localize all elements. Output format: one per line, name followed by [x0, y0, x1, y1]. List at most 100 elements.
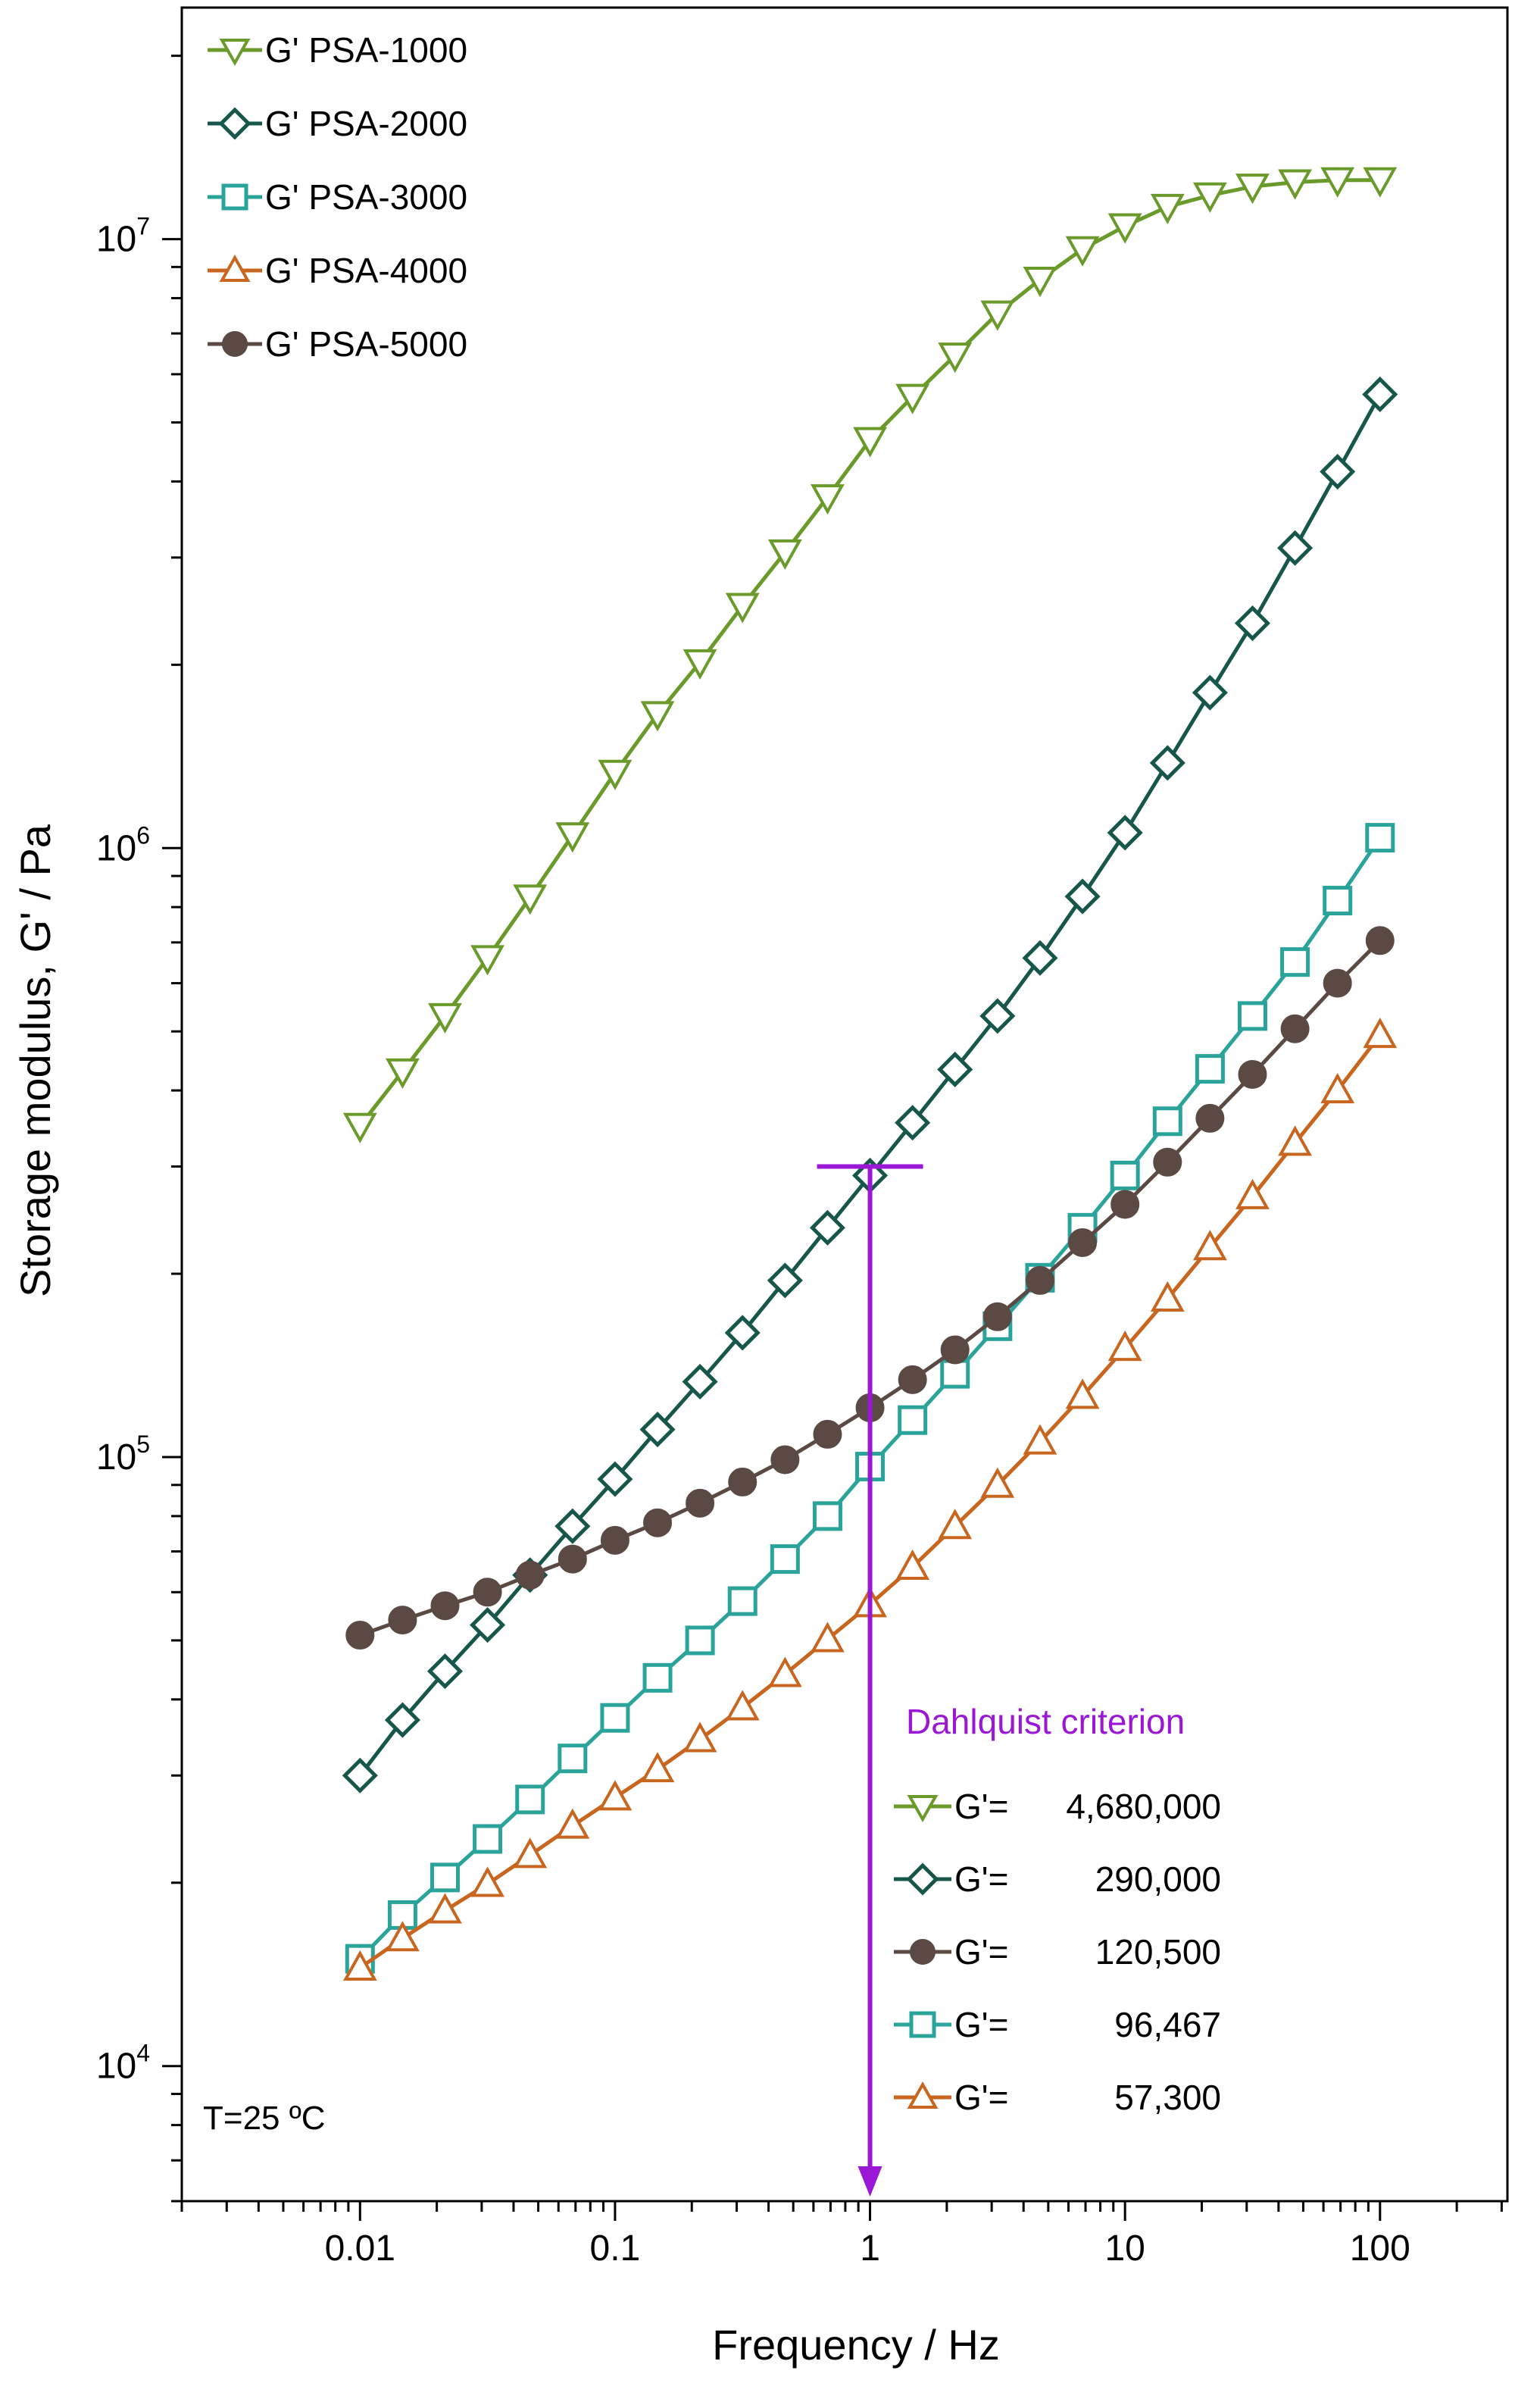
- data-point: [1107, 815, 1143, 851]
- data-point: [600, 1703, 630, 1733]
- data-point: [898, 1405, 928, 1435]
- axes-layer: 0.01 0.1 1 10 100 104 105 106 107: [96, 6, 1509, 2269]
- data-point: [1235, 174, 1270, 205]
- legend-label: G' PSA-3000: [265, 177, 467, 217]
- data-point: [1362, 376, 1398, 412]
- data-point: [342, 1950, 377, 1981]
- data-point: [1192, 182, 1227, 213]
- entry-label: G'=: [954, 1932, 1008, 1972]
- data-point: [386, 1921, 420, 1952]
- data-point: [895, 1549, 930, 1581]
- data-point: [515, 1560, 545, 1590]
- dahlquist-entry: G'= 96,467: [894, 2005, 1221, 2044]
- data-point: [727, 1586, 758, 1616]
- data-point: [384, 1702, 420, 1738]
- data-point: [683, 649, 717, 680]
- entry-label: G'=: [954, 2078, 1008, 2117]
- entry-value: 120,500: [1095, 1932, 1221, 1972]
- data-point: [725, 1690, 760, 1721]
- data-point: [342, 1112, 377, 1143]
- legend: G' PSA-1000 G' PSA-2000 G' PSA-3000 G' PSA-…: [208, 30, 467, 364]
- x-axis-title: Frequency / Hz: [712, 2321, 1000, 2369]
- data-point: [554, 1508, 591, 1544]
- legend-label: G' PSA-2000: [265, 104, 467, 143]
- data-point: [1065, 236, 1100, 267]
- data-point: [1192, 674, 1228, 711]
- data-point: [1237, 1001, 1267, 1031]
- data-point: [1110, 1160, 1140, 1190]
- data-point: [470, 945, 504, 976]
- data-point: [428, 1002, 462, 1034]
- data-point: [639, 1412, 676, 1448]
- y-axis-title: Storage modulus, G' / Pa: [11, 824, 59, 1297]
- data-point: [473, 1578, 502, 1607]
- legend-item: G' PSA-2000: [208, 104, 467, 143]
- legend-label: G' PSA-4000: [265, 251, 467, 290]
- legend-marker: [218, 107, 251, 140]
- data-point: [513, 1837, 548, 1869]
- data-point: [767, 539, 802, 571]
- data-point: [558, 1743, 588, 1774]
- data-point: [558, 1544, 587, 1574]
- data-point: [811, 484, 845, 515]
- data-point: [809, 1209, 845, 1246]
- data-point: [1277, 530, 1314, 566]
- data-point: [1195, 1103, 1225, 1133]
- entry-value: 4,680,000: [1066, 1787, 1221, 1826]
- data-point: [1320, 167, 1355, 198]
- data-point: [1068, 1227, 1098, 1257]
- data-point: [1280, 1014, 1310, 1043]
- data-point: [470, 1607, 506, 1643]
- data-point: [1320, 454, 1356, 490]
- data-point: [1192, 1230, 1227, 1261]
- data-point: [1278, 1125, 1313, 1156]
- data-point: [1023, 1424, 1057, 1455]
- entry-label: G'=: [954, 1859, 1008, 1899]
- data-point: [683, 1722, 717, 1753]
- data-point: [1150, 193, 1185, 225]
- data-point: [642, 1662, 673, 1693]
- legend-item: G' PSA-3000: [208, 177, 467, 217]
- entry-marker: [907, 2081, 939, 2109]
- data-point: [515, 1784, 545, 1815]
- data-point: [853, 427, 887, 458]
- legend-marker: [219, 254, 251, 282]
- data-point: [428, 1893, 462, 1924]
- data-point: [940, 1335, 970, 1365]
- data-point: [812, 1501, 842, 1531]
- data-point: [1022, 940, 1058, 976]
- data-point: [1280, 947, 1310, 977]
- data-point: [1152, 1106, 1182, 1137]
- data-point: [728, 1467, 758, 1496]
- legend-marker: [222, 331, 248, 357]
- series-g-psa-1000: [342, 167, 1398, 1143]
- temperature-label: T=25 ºC: [203, 2100, 326, 2137]
- data-point: [982, 1302, 1012, 1331]
- dahlquist-layer: Dahlquist criterion G'= 4,680,000 G'= 290,00…: [817, 1164, 1221, 2197]
- data-point: [1023, 267, 1057, 298]
- data-point: [1150, 1281, 1185, 1312]
- data-point: [1195, 1054, 1225, 1084]
- data-point: [388, 1606, 417, 1635]
- data-point: [1065, 1378, 1100, 1409]
- data-point: [770, 1544, 800, 1575]
- y-tick-label: 104: [96, 2040, 150, 2087]
- data-point: [767, 1656, 802, 1687]
- x-tick-label: 1: [860, 2228, 880, 2269]
- data-point: [513, 884, 548, 915]
- data-point: [770, 1445, 800, 1475]
- data-point: [685, 1625, 715, 1656]
- legend-marker: [219, 39, 251, 67]
- entry-marker: [909, 2011, 936, 2038]
- data-point: [938, 1509, 973, 1540]
- data-point: [640, 1752, 675, 1783]
- data-point: [898, 1365, 927, 1394]
- data-point: [640, 701, 675, 732]
- data-point: [1153, 1147, 1182, 1177]
- data-point: [473, 1824, 503, 1854]
- x-tick-label: 100: [1350, 2228, 1410, 2269]
- dahlquist-entry: G'= 120,500: [894, 1932, 1221, 1972]
- data-point: [426, 1653, 464, 1690]
- data-point: [895, 383, 930, 414]
- dahlquist-entry: G'= 57,300: [894, 2078, 1221, 2117]
